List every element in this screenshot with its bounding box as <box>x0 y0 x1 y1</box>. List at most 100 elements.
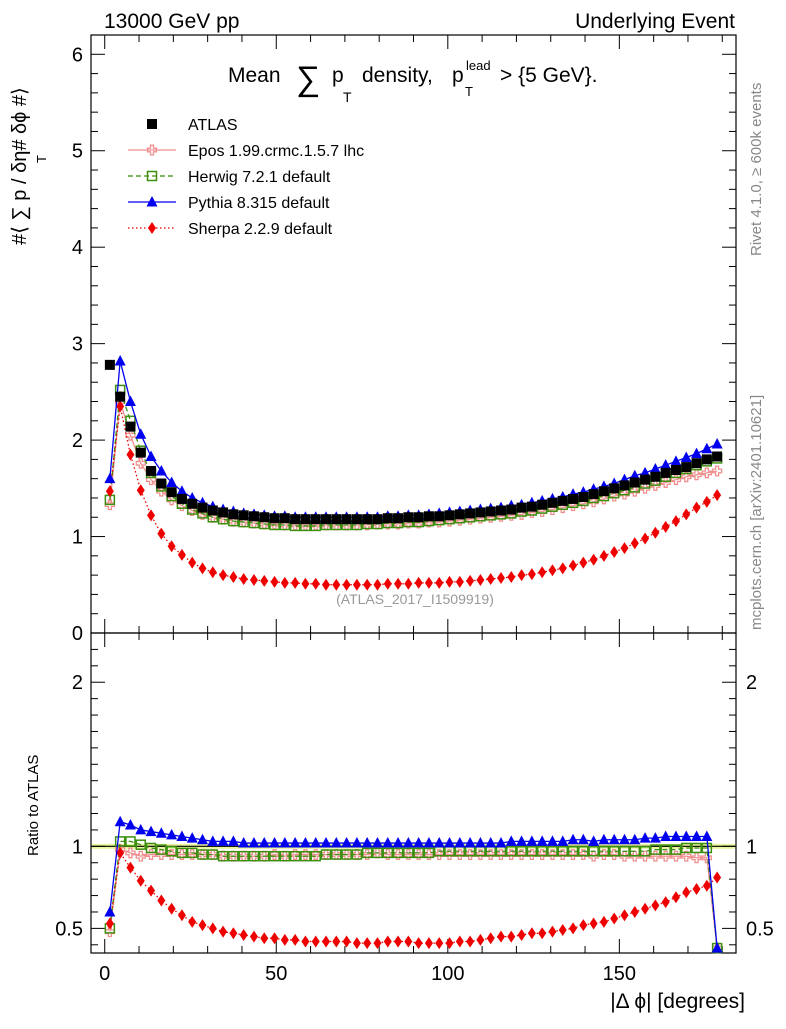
pythia-ratio-point <box>423 837 435 848</box>
epos-point <box>135 457 146 469</box>
pythia-point <box>660 459 672 470</box>
sherpa-ratio-point <box>291 933 300 946</box>
pythia-ratio-point <box>413 837 425 848</box>
sherpa-ratio-line <box>109 851 718 944</box>
atlas-point <box>403 512 414 523</box>
ratio-ytick-label-right: 0.5 <box>746 918 774 940</box>
atlas-point <box>516 502 527 513</box>
pythia-ratio-point <box>444 837 456 848</box>
atlas-point <box>598 486 609 497</box>
atlas-point <box>310 514 321 525</box>
sherpa-ratio-point <box>527 927 536 940</box>
atlas-point <box>146 465 157 476</box>
atlas-point <box>465 508 476 519</box>
pythia-ratio-point <box>248 837 260 848</box>
pythia-ratio-point <box>269 837 281 848</box>
sherpa-point <box>105 485 114 498</box>
sherpa-point <box>239 572 248 585</box>
pythia-ratio-point <box>402 837 414 848</box>
atlas-point <box>300 514 311 525</box>
sherpa-ratio-point <box>651 899 660 912</box>
pythia-ratio-point <box>639 832 651 843</box>
sherpa-point <box>569 559 578 572</box>
sherpa-point <box>599 549 608 562</box>
title-p2: p <box>452 64 464 87</box>
main-ytick-label: 4 <box>72 237 83 259</box>
sherpa-point <box>311 577 320 590</box>
herwig-ratio-point <box>341 849 352 860</box>
sherpa-point <box>249 573 258 586</box>
sherpa-point <box>466 574 475 587</box>
herwig-ratio-point <box>186 847 198 859</box>
atlas-point <box>557 495 568 506</box>
herwig-ratio-point <box>351 849 363 860</box>
pythia-ratio-point <box>166 828 178 840</box>
sherpa-point <box>527 568 536 581</box>
atlas-point <box>670 464 681 475</box>
atlas-point <box>382 513 393 524</box>
herwig-ratio-point <box>259 850 270 862</box>
atlas-point <box>331 514 342 525</box>
pythia-ratio-point <box>361 837 373 848</box>
sherpa-point <box>651 526 660 539</box>
atlas-point <box>629 477 640 488</box>
sherpa-ratio-point <box>126 861 135 874</box>
sherpa-ratio-point <box>301 935 310 948</box>
herwig-ratio-point <box>166 846 177 857</box>
atlas-point <box>413 512 424 523</box>
sherpa-point <box>342 578 351 591</box>
herwig-ratio-point <box>300 850 311 862</box>
herwig-ratio-point <box>516 846 527 857</box>
ratio-plot-frame <box>90 632 737 954</box>
pythia-ratio-point <box>341 837 353 848</box>
sherpa-point <box>383 577 392 590</box>
herwig-ratio-point <box>608 846 620 857</box>
herwig-ratio-point <box>207 849 219 860</box>
legend-entry-pythia: Pythia 8.315 default <box>128 195 330 212</box>
atlas-point <box>166 487 177 498</box>
atlas-point <box>156 478 167 489</box>
pythia-ratio-point <box>526 835 538 846</box>
sherpa-ratio-point <box>713 871 722 884</box>
sherpa-point <box>476 573 485 586</box>
pythia-point <box>135 428 147 439</box>
pythia-ratio-point <box>536 835 548 846</box>
pythia-point <box>166 476 178 488</box>
atlas-point <box>691 458 702 469</box>
legend-marker <box>147 119 157 129</box>
sherpa-ratio-point <box>414 937 423 950</box>
pythia-ratio-point <box>104 905 116 917</box>
title-post: > {5 GeV}. <box>500 64 598 87</box>
epos-ratio-point <box>650 850 661 862</box>
sherpa-point <box>116 400 125 413</box>
pythia-ratio-point <box>145 825 157 837</box>
rivet-label: Rivet 4.1.0, ≥ 600k events <box>748 83 765 256</box>
legend-label: Epos 1.99.crmc.1.5.7 lhc <box>188 143 364 160</box>
sherpa-ratio-point <box>332 935 341 948</box>
herwig-ratio-point <box>217 850 229 862</box>
xtick-label: 50 <box>265 963 287 985</box>
sherpa-ratio-point <box>507 930 516 943</box>
sherpa-ratio-point <box>702 879 711 892</box>
pythia-ratio-point <box>330 837 342 848</box>
pythia-ratio-point <box>588 835 600 846</box>
ratio-series-epos <box>104 844 723 954</box>
pythia-ratio-point <box>495 837 507 848</box>
legend-entry-epos: Epos 1.99.crmc.1.5.7 lhc <box>128 143 364 160</box>
legend-marker <box>146 170 158 182</box>
sherpa-ratio-point <box>270 932 279 945</box>
sherpa-ratio-point <box>641 902 650 915</box>
pythia-ratio-point <box>505 835 517 846</box>
title-pre: Mean <box>228 64 281 87</box>
epos-ratio-point <box>135 850 146 862</box>
pythia-ratio-point <box>557 835 569 846</box>
sherpa-ratio-point <box>558 924 567 937</box>
pythia-ratio-point <box>649 832 661 843</box>
pythia-point <box>691 447 703 459</box>
atlas-point <box>578 492 589 503</box>
herwig-ratio-point <box>145 842 157 854</box>
atlas-point <box>609 483 620 494</box>
pythia-ratio-point <box>464 837 476 848</box>
sherpa-point <box>610 545 619 558</box>
main-ytick-label: 1 <box>72 527 83 549</box>
